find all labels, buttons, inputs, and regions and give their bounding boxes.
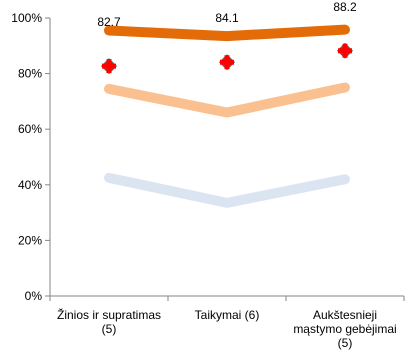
y-tick-label: 40%: [18, 178, 42, 192]
label-layer: 82.7 84.1 88.2: [97, 0, 357, 29]
point-cross: [220, 55, 234, 70]
data-label: 88.2: [333, 0, 357, 14]
data-label: 84.1: [215, 11, 239, 25]
point-layer: [101, 42, 353, 75]
data-point: [101, 58, 117, 75]
series-line-3: [104, 172, 350, 208]
series-layer: [104, 24, 350, 208]
x-category-label: Taikymai (6): [195, 308, 260, 322]
series-line-1: [104, 24, 350, 42]
x-category-label: Žinios ir supratimas (5): [57, 307, 161, 336]
data-point: [337, 42, 353, 59]
y-tick-label: 100%: [11, 11, 42, 25]
point-cross: [338, 43, 352, 58]
axes: 0% 20% 40% 60% 80% 100% Žinios ir supratimas (5…: [11, 11, 405, 350]
y-tick-label: 80%: [18, 67, 42, 81]
point-cross: [102, 59, 116, 74]
y-tick-label: 60%: [18, 122, 42, 136]
y-tick-label: 20%: [18, 233, 42, 247]
data-point: [219, 54, 235, 71]
x-category-label: Aukštesnieji mąstymo gebėjimai (5): [293, 308, 396, 350]
series-line-2: [104, 82, 350, 118]
data-label: 82.7: [97, 15, 121, 29]
y-tick-label: 0%: [25, 289, 43, 303]
